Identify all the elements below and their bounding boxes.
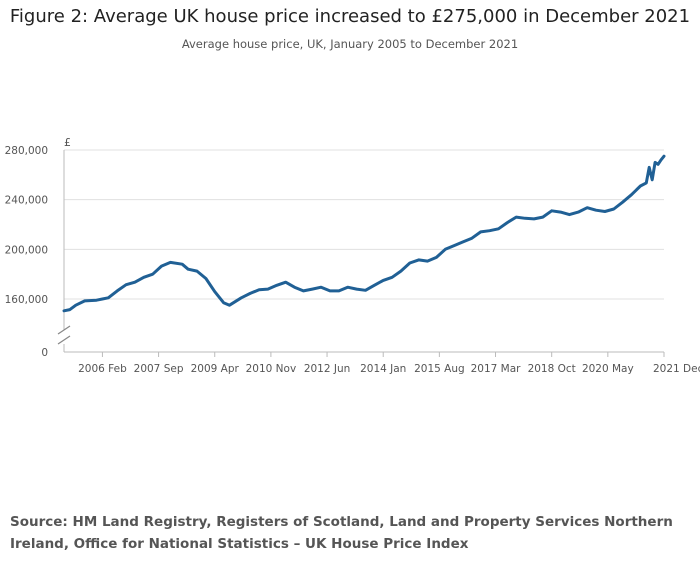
series (62, 154, 666, 313)
tick-labels: 0 160,000 200,000 240,000 280,000 £2006 Feb 20… (5, 136, 700, 375)
grid-lines (64, 149, 664, 353)
x-tick-label: 2018 Oct (528, 363, 576, 375)
x-tick-label: 2017 Mar (471, 363, 522, 375)
x-tick-label: 2007 Sep (134, 363, 184, 375)
series-line (62, 154, 666, 313)
y-tick-label: 200,000 (5, 244, 48, 256)
y-tick-label: 160,000 (5, 294, 48, 306)
axes (57, 150, 665, 357)
x-tick-label: 2020 May (582, 363, 634, 375)
x-tick-label: 2014 Jan (360, 363, 406, 375)
source-note: Source: HM Land Registry, Registers of S… (10, 514, 673, 552)
chart-subtitle: Average house price, UK, January 2005 to… (181, 37, 519, 51)
axis-break-mark (57, 335, 71, 345)
y-axis-label: £ (64, 136, 71, 149)
x-tick-label: 2012 Jun (304, 363, 350, 375)
x-tick-label: 2021 Dec (653, 363, 700, 375)
axis-break-mark (57, 325, 71, 335)
x-tick-label: 2006 Feb (78, 363, 127, 375)
line-chart: 0 160,000 200,000 240,000 280,000 £2006 Feb 20… (5, 136, 700, 375)
y-tick-label: 280,000 (5, 145, 48, 157)
x-tick-label: 2010 Nov (246, 363, 297, 375)
x-tick-label: 2009 Apr (191, 363, 240, 375)
y-tick-label: 240,000 (5, 195, 48, 207)
y-tick-label: 0 (41, 347, 48, 359)
x-tick-label: 2015 Aug (414, 363, 465, 375)
chart-title: Figure 2: Average UK house price increas… (9, 6, 691, 27)
